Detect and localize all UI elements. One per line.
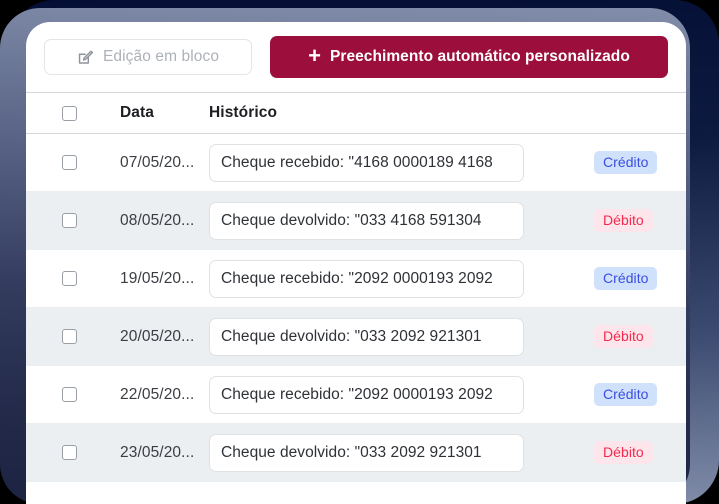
- row-cell-tipo: Débito: [576, 440, 686, 465]
- status-badge: Débito: [594, 440, 653, 465]
- row-cell-data: 07/05/20...: [94, 154, 209, 172]
- row-cell-tipo: Débito: [576, 208, 686, 233]
- row-cell-historico: [209, 259, 576, 298]
- bulk-edit-button[interactable]: Edição em bloco: [44, 39, 252, 75]
- row-select-checkbox[interactable]: [61, 155, 77, 170]
- historico-input[interactable]: [209, 259, 524, 298]
- historico-input[interactable]: [209, 143, 524, 182]
- row-cell-tipo: Débito: [576, 324, 686, 349]
- row-checkbox-cell: [26, 387, 94, 402]
- row-select-checkbox[interactable]: [61, 271, 77, 286]
- column-header-label: Data: [120, 104, 154, 121]
- table-row[interactable]: 20/05/20... Débito: [26, 308, 686, 366]
- date-text: 23/05/20...: [120, 443, 195, 461]
- date-text: 07/05/20...: [120, 153, 195, 171]
- row-checkbox-cell: [26, 213, 94, 228]
- row-cell-tipo: Crédito: [576, 382, 686, 407]
- historico-input[interactable]: [209, 201, 524, 240]
- row-cell-data: 22/05/20...: [94, 386, 209, 404]
- row-cell-tipo: Crédito: [576, 266, 686, 291]
- date-text: 19/05/20...: [120, 269, 195, 287]
- table-row[interactable]: 08/05/20... Débito: [26, 192, 686, 250]
- row-cell-historico: [209, 375, 576, 414]
- row-cell-historico: [209, 433, 576, 472]
- header-cell-historico[interactable]: Histórico: [209, 104, 576, 122]
- bulk-edit-label: Edição em bloco: [102, 48, 220, 65]
- row-cell-data: 23/05/20...: [94, 444, 209, 462]
- content-card: Edição em bloco + Preechimento automátic…: [26, 22, 686, 504]
- header-checkbox-cell: [26, 105, 94, 121]
- status-badge: Crédito: [594, 150, 658, 175]
- plus-icon: +: [308, 43, 321, 68]
- historico-input[interactable]: [209, 433, 524, 472]
- row-cell-data: 19/05/20...: [94, 270, 209, 288]
- row-select-checkbox[interactable]: [61, 213, 77, 228]
- row-select-checkbox[interactable]: [61, 387, 77, 402]
- row-cell-historico: [209, 201, 576, 240]
- status-badge: Crédito: [594, 266, 658, 291]
- row-cell-historico: [209, 317, 576, 356]
- historico-input[interactable]: [209, 375, 524, 414]
- table-header-row: Data Histórico: [26, 92, 686, 134]
- date-text: 20/05/20...: [120, 327, 195, 345]
- row-cell-tipo: Crédito: [576, 150, 686, 175]
- row-cell-data: 20/05/20...: [94, 328, 209, 346]
- row-cell-historico: [209, 143, 576, 182]
- data-table: Data Histórico 07/05/20... Crédito: [26, 92, 686, 482]
- row-select-checkbox[interactable]: [61, 329, 77, 344]
- row-checkbox-cell: [26, 445, 94, 460]
- date-text: 08/05/20...: [120, 211, 195, 229]
- header-cell-data[interactable]: Data: [94, 104, 209, 122]
- column-header-label: Histórico: [209, 104, 278, 121]
- row-cell-data: 08/05/20...: [94, 212, 209, 230]
- row-select-checkbox[interactable]: [61, 445, 77, 460]
- status-badge: Crédito: [594, 382, 658, 407]
- table-row[interactable]: 19/05/20... Crédito: [26, 250, 686, 308]
- toolbar: Edição em bloco + Preechimento automátic…: [26, 22, 686, 92]
- table-row[interactable]: 23/05/20... Débito: [26, 424, 686, 482]
- date-text: 22/05/20...: [120, 385, 195, 403]
- table-row[interactable]: 22/05/20... Crédito: [26, 366, 686, 424]
- autofill-button[interactable]: + Preechimento automático personalizado: [270, 36, 668, 78]
- autofill-label: Preechimento automático personalizado: [329, 48, 630, 65]
- table-row[interactable]: 07/05/20... Crédito: [26, 134, 686, 192]
- row-checkbox-cell: [26, 155, 94, 170]
- row-checkbox-cell: [26, 329, 94, 344]
- row-checkbox-cell: [26, 271, 94, 286]
- select-all-checkbox[interactable]: [61, 105, 77, 121]
- edit-square-pencil-icon: [77, 49, 94, 66]
- status-badge: Débito: [594, 208, 653, 233]
- historico-input[interactable]: [209, 317, 524, 356]
- status-badge: Débito: [594, 324, 653, 349]
